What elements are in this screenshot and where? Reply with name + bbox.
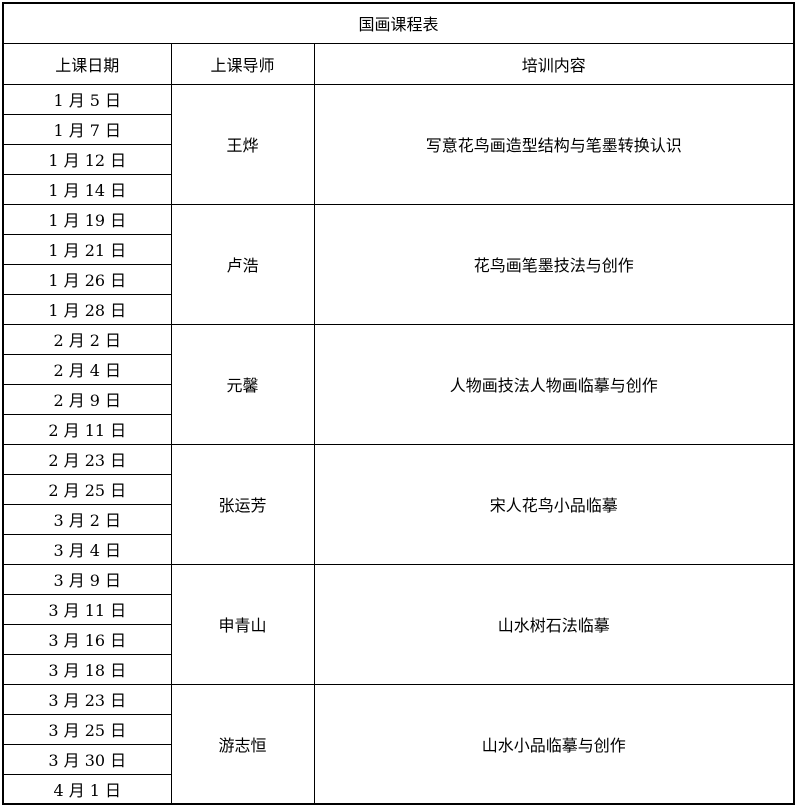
- content-cell: 山水树石法临摹: [313, 563, 795, 685]
- date-cell: 3 月 18 日: [2, 653, 172, 685]
- date-cell: 3 月 23 日: [2, 683, 172, 715]
- date-cell: 3 月 11 日: [2, 593, 172, 625]
- content-cell: 写意花鸟画造型结构与笔墨转换认识: [313, 83, 795, 205]
- date-cell: 1 月 5 日: [2, 83, 172, 115]
- date-cell: 3 月 4 日: [2, 533, 172, 565]
- table-row: 1 月 12 日: [2, 143, 794, 175]
- table-row: 3 月 9 日 申青山 山水树石法临摹: [2, 563, 795, 685]
- table-row: 2 月 11 日: [2, 413, 794, 445]
- date-cell: 3 月 16 日: [2, 623, 172, 655]
- table-row: 3 月 2 日: [2, 503, 794, 535]
- title-row: 国画课程表: [2, 2, 795, 44]
- content-cell: 宋人花鸟小品临摹: [313, 443, 795, 565]
- instructor-cell: 游志恒: [170, 683, 315, 805]
- table-title: 国画课程表: [2, 2, 795, 44]
- date-cell: 1 月 12 日: [2, 143, 172, 175]
- date-cell: 1 月 21 日: [2, 233, 172, 265]
- date-cell: 2 月 25 日: [2, 473, 172, 505]
- table-row: 1 月 28 日: [2, 293, 794, 325]
- header-training-content: 培训内容: [313, 42, 795, 85]
- instructor-cell: 王烨: [170, 83, 315, 205]
- table-row: 2 月 25 日: [2, 473, 794, 505]
- table-row: 1 月 5 日 王烨 写意花鸟画造型结构与笔墨转换认识: [2, 83, 795, 205]
- table-row: 3 月 25 日: [2, 713, 794, 745]
- date-cell: 3 月 2 日: [2, 503, 172, 535]
- header-class-date: 上课日期: [2, 42, 172, 85]
- date-cell: 2 月 2 日: [2, 323, 172, 355]
- date-cell: 4 月 1 日: [2, 773, 172, 805]
- table-row: 3 月 30 日: [2, 743, 794, 775]
- date-cell: 3 月 25 日: [2, 713, 172, 745]
- content-cell: 花鸟画笔墨技法与创作: [313, 203, 795, 325]
- table-row: 3 月 4 日: [2, 533, 794, 565]
- instructor-cell: 卢浩: [170, 203, 315, 325]
- instructor-cell: 张运芳: [170, 443, 315, 565]
- table-row: 3 月 18 日: [2, 653, 794, 685]
- date-cell: 3 月 30 日: [2, 743, 172, 775]
- content-cell: 山水小品临摹与创作: [313, 683, 795, 805]
- date-cell: 3 月 9 日: [2, 563, 172, 595]
- date-cell: 2 月 4 日: [2, 353, 172, 385]
- table-row: 2 月 23 日 张运芳 宋人花鸟小品临摹: [2, 443, 795, 565]
- instructor-cell: 元馨: [170, 323, 315, 445]
- table-row: 2 月 9 日: [2, 383, 794, 415]
- content-cell: 人物画技法人物画临摹与创作: [313, 323, 795, 445]
- date-cell: 1 月 7 日: [2, 113, 172, 145]
- table-row: 1 月 19 日 卢浩 花鸟画笔墨技法与创作: [2, 203, 795, 325]
- table-row: 4 月 1 日: [2, 773, 794, 805]
- table-row: 3 月 16 日: [2, 623, 794, 655]
- table-row: 1 月 26 日: [2, 263, 794, 295]
- date-cell: 1 月 26 日: [2, 263, 172, 295]
- date-cell: 2 月 9 日: [2, 383, 172, 415]
- table-row: 2 月 4 日: [2, 353, 794, 385]
- table-row: 3 月 11 日: [2, 593, 794, 625]
- date-cell: 1 月 19 日: [2, 203, 172, 235]
- table-row: 3 月 23 日 游志恒 山水小品临摹与创作: [2, 683, 795, 805]
- table-row: 1 月 21 日: [2, 233, 794, 265]
- date-cell: 2 月 23 日: [2, 443, 172, 475]
- table-row: 1 月 7 日: [2, 113, 794, 145]
- header-instructor: 上课导师: [170, 42, 315, 85]
- date-cell: 2 月 11 日: [2, 413, 172, 445]
- date-cell: 1 月 14 日: [2, 173, 172, 205]
- header-row: 上课日期 上课导师 培训内容: [2, 42, 795, 85]
- date-cell: 1 月 28 日: [2, 293, 172, 325]
- instructor-cell: 申青山: [170, 563, 315, 685]
- table-row: 2 月 2 日 元馨 人物画技法人物画临摹与创作: [2, 323, 795, 445]
